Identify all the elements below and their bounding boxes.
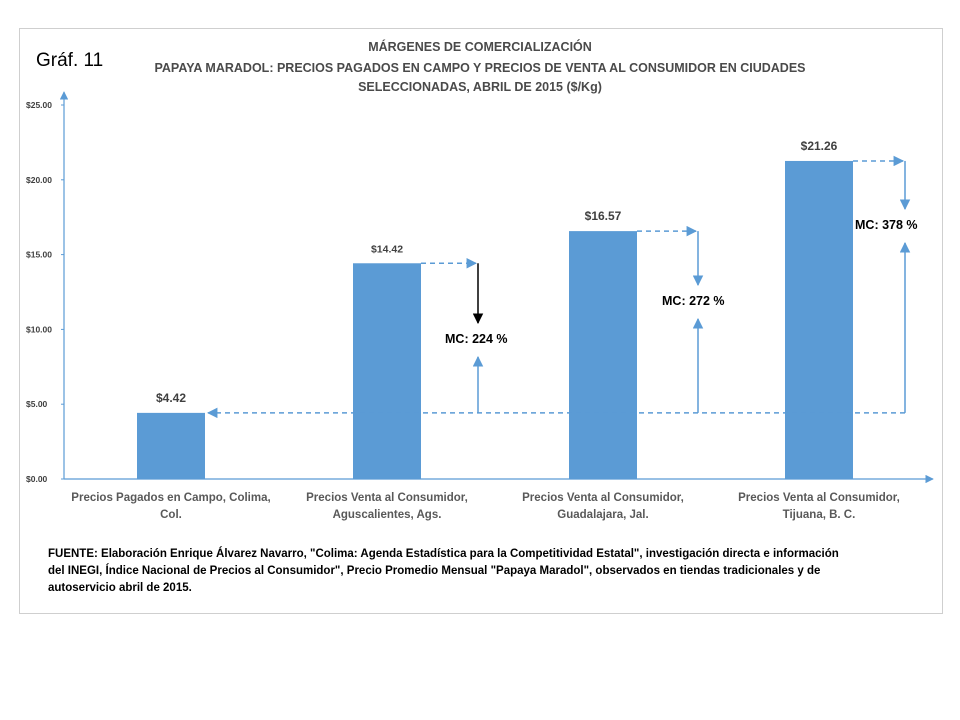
y-tick-label: $25.00	[26, 100, 52, 110]
bar	[785, 160, 853, 480]
source-note: FUENTE: Elaboración Enrique Álvarez Nava…	[48, 546, 908, 597]
y-tick-label: $10.00	[26, 324, 52, 334]
y-tick-label: $0.00	[26, 474, 48, 484]
category-label: Precios Venta al Consumidor,	[738, 492, 900, 504]
margin-label: MC: 224 %	[445, 332, 508, 346]
source-note-line: FUENTE: Elaboración Enrique Álvarez Nava…	[48, 548, 839, 560]
margin-label: MC: 272 %	[662, 294, 725, 308]
bar	[353, 263, 421, 479]
margin-label: MC: 378 %	[855, 218, 918, 232]
chart-title: MÁRGENES DE COMERCIALIZACIÓN	[368, 40, 592, 54]
chart-subtitle-line-2: SELECCIONADAS, ABRIL DE 2015 ($/Kg)	[358, 80, 602, 94]
category-label: Tijuana, B. C.	[783, 509, 856, 521]
source-note-line: del INEGI, Índice Nacional de Precios al…	[48, 565, 821, 577]
bar-value-label: $21.26	[801, 139, 838, 153]
bar-value-label: $14.42	[371, 243, 403, 255]
y-tick-label: $15.00	[26, 250, 52, 260]
chart-subtitle-line-1: PAPAYA MARADOL: PRECIOS PAGADOS EN CAMPO…	[154, 61, 806, 75]
category-label: Precios Pagados en Campo, Colima,	[71, 492, 270, 504]
y-tick-label: $20.00	[26, 175, 52, 185]
bar-value-label: $4.42	[156, 391, 186, 405]
bar	[137, 412, 205, 479]
bar-value-label: $16.57	[585, 209, 622, 223]
slide-label: Gráf. 11	[36, 50, 104, 71]
source-note-line: autoservicio abril de 2015.	[48, 582, 192, 594]
category-label: Precios Venta al Consumidor,	[306, 492, 468, 504]
category-label: Guadalajara, Jal.	[557, 509, 648, 521]
bar	[569, 231, 637, 479]
category-label: Col.	[160, 509, 182, 521]
category-label: Aguscalientes, Ags.	[333, 509, 442, 521]
category-label: Precios Venta al Consumidor,	[522, 492, 684, 504]
y-tick-label: $5.00	[26, 399, 48, 409]
